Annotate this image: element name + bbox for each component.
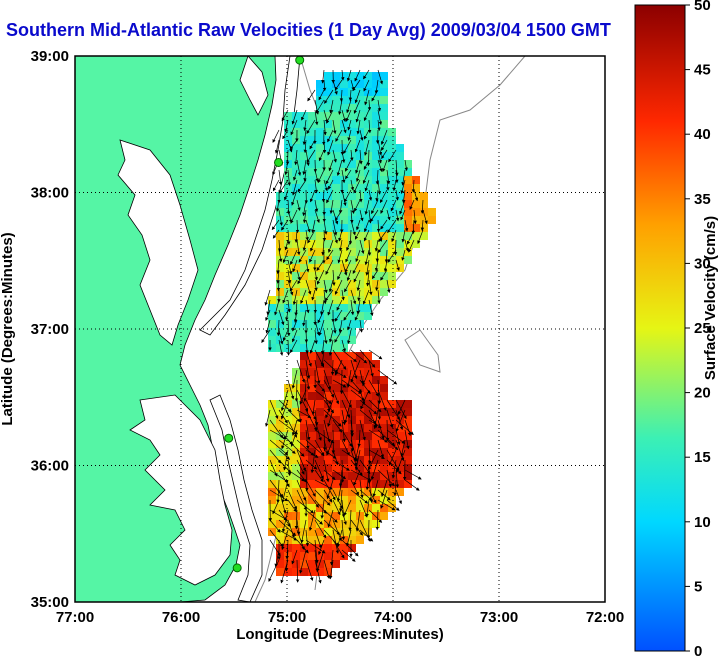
lat-lon-grid [75, 56, 605, 602]
station-marker [274, 157, 284, 167]
lon-tick-label: 76:00 [162, 609, 200, 626]
station-marker [295, 55, 305, 65]
lon-tick-label: 73:00 [480, 609, 518, 626]
colorbar-tick: 15 [694, 449, 711, 466]
colorbar [634, 4, 686, 652]
colorbar-tick-labels: 0 5 10 15 20 25 30 35 40 45 50 [685, 0, 711, 659]
station-marker [224, 433, 234, 443]
lat-tick-label: 35:00 [31, 594, 69, 611]
lon-tick-label: 74:00 [374, 609, 412, 626]
lat-tick-label: 38:00 [31, 185, 69, 202]
colorbar-tick: 20 [694, 385, 711, 402]
map-title: Southern Mid-Atlantic Raw Velocities (1 … [6, 20, 611, 40]
plot-frame [74, 55, 606, 603]
delaware-bay [239, 56, 269, 116]
outer-banks [209, 394, 263, 602]
longitude-tick-labels: 77:00 76:00 75:00 74:00 73:00 72:00 [56, 609, 624, 626]
colorbar-tick: 40 [694, 126, 711, 143]
colorbar-tick: 5 [694, 578, 702, 595]
latitude-tick-labels: 39:00 38:00 37:00 36:00 35:00 [31, 48, 69, 611]
colorbar-tick: 0 [694, 643, 702, 659]
lat-tick-label: 36:00 [31, 458, 69, 475]
lat-tick-label: 39:00 [31, 48, 69, 65]
lon-tick-label: 75:00 [268, 609, 306, 626]
colorbar-label: Surface Velocity (cm/s) [702, 216, 719, 380]
colorbar-tick: 10 [694, 514, 711, 531]
chesapeake-bay [117, 139, 199, 346]
station-marker [232, 563, 242, 573]
coastal-strip [199, 56, 301, 336]
lon-tick-label: 72:00 [586, 609, 624, 626]
y-axis-label: Latitude (Degrees:Minutes) [0, 232, 16, 425]
x-axis-label: Longitude (Degrees:Minutes) [236, 626, 444, 643]
lat-tick-label: 37:00 [31, 321, 69, 338]
colorbar-tick: 25 [694, 320, 711, 337]
colorbar-tick: 50 [694, 0, 711, 14]
lon-tick-label: 77:00 [56, 609, 94, 626]
isobath-contour-shelf [404, 329, 441, 373]
colorbar-tick: 30 [694, 255, 711, 272]
colorbar-tick: 45 [694, 62, 711, 79]
colorbar-tick: 35 [694, 191, 711, 208]
velocity-patches [268, 72, 436, 576]
pamlico-sound [129, 394, 233, 586]
